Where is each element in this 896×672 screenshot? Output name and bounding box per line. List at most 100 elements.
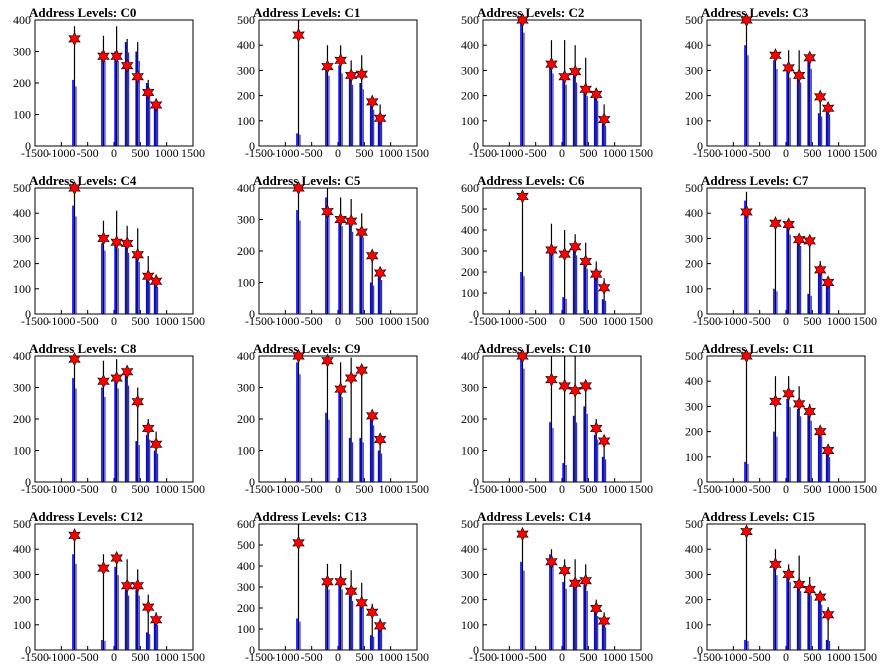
y-tick-label: 300 xyxy=(13,45,31,59)
star-marker-icon xyxy=(516,12,529,28)
y-tick-label: 0 xyxy=(249,475,255,489)
x-tick-label: 0 xyxy=(783,314,789,328)
y-tick-label: 300 xyxy=(461,244,479,258)
x-tick-label: -500 xyxy=(301,650,323,664)
chart-title: Address Levels: C9 xyxy=(253,341,361,356)
x-tick-label: 500 xyxy=(131,650,149,664)
y-tick-label: 400 xyxy=(685,542,703,556)
star-marker-icon xyxy=(813,262,827,278)
x-tick-label: 1000 xyxy=(827,650,851,664)
star-marker-icon xyxy=(120,578,134,593)
star-marker-icon xyxy=(769,557,782,572)
x-tick-label: 1000 xyxy=(603,650,627,664)
x-tick-label: 0 xyxy=(335,146,341,160)
y-tick-label: 0 xyxy=(697,139,703,153)
star-marker-icon xyxy=(141,421,155,436)
y-tick-label: 200 xyxy=(237,412,255,426)
x-tick-label: -1500 xyxy=(693,650,721,664)
y-tick-label: 100 xyxy=(685,450,703,464)
x-tick-label: -1000 xyxy=(271,482,299,496)
y-tick-label: 400 xyxy=(13,13,31,27)
star-marker-icon xyxy=(545,242,558,258)
plot-frame xyxy=(34,523,194,651)
star-marker-icon xyxy=(321,59,334,74)
x-tick-label: 1500 xyxy=(405,482,429,496)
star-marker-icon xyxy=(568,64,582,79)
y-tick-label: 400 xyxy=(13,206,31,220)
star-marker-icon xyxy=(110,234,123,250)
x-tick-label: -500 xyxy=(77,482,99,496)
x-tick-label: -500 xyxy=(749,314,771,328)
x-tick-label: -500 xyxy=(525,146,547,160)
star-marker-icon xyxy=(792,396,806,412)
y-tick-label: 100 xyxy=(461,286,479,300)
x-tick-label: -1500 xyxy=(693,314,721,328)
x-tick-label: 0 xyxy=(111,146,117,160)
y-tick-label: 200 xyxy=(237,244,255,258)
y-tick-label: 100 xyxy=(461,618,479,632)
y-tick-label: 400 xyxy=(685,38,703,52)
plot-frame xyxy=(706,355,866,483)
y-tick-label: 300 xyxy=(237,213,255,227)
chart-title: Address Levels: C7 xyxy=(701,173,809,188)
star-marker-icon xyxy=(568,576,582,591)
star-marker-icon xyxy=(740,348,753,364)
y-tick-label: 0 xyxy=(25,139,31,153)
x-tick-label: 0 xyxy=(111,482,117,496)
y-tick-label: 300 xyxy=(685,399,703,413)
x-tick-label: -1500 xyxy=(21,650,49,664)
x-tick-label: 0 xyxy=(111,650,117,664)
star-marker-icon xyxy=(579,573,592,588)
star-marker-icon xyxy=(334,53,347,68)
chart-title: Address Levels: C12 xyxy=(29,509,143,524)
y-tick-label: 200 xyxy=(685,425,703,439)
star-marker-icon xyxy=(344,370,358,386)
x-tick-label: 1000 xyxy=(379,650,403,664)
y-tick-label: 400 xyxy=(13,542,31,556)
star-marker-icon xyxy=(821,443,835,458)
y-tick-label: 500 xyxy=(685,181,703,195)
star-marker-icon xyxy=(769,48,782,63)
star-marker-icon xyxy=(373,432,387,447)
x-tick-label: 1000 xyxy=(603,482,627,496)
star-marker-icon xyxy=(355,224,368,240)
y-tick-label: 500 xyxy=(685,13,703,27)
star-marker-icon xyxy=(740,204,753,220)
x-tick-label: -500 xyxy=(749,482,771,496)
star-marker-icon xyxy=(344,68,358,83)
y-tick-label: 200 xyxy=(461,265,479,279)
y-tick-label: 300 xyxy=(13,567,31,581)
x-tick-label: -500 xyxy=(301,146,323,160)
x-tick-label: 1000 xyxy=(379,314,403,328)
x-tick-label: 500 xyxy=(131,146,149,160)
star-marker-icon xyxy=(792,232,806,247)
star-marker-icon xyxy=(558,246,571,262)
star-marker-icon xyxy=(97,374,110,389)
y-tick-label: 400 xyxy=(237,559,255,573)
star-marker-icon xyxy=(516,348,529,364)
star-marker-icon xyxy=(803,233,816,249)
x-tick-label: 1500 xyxy=(629,482,653,496)
x-tick-label: -1500 xyxy=(469,314,497,328)
star-marker-icon xyxy=(568,239,582,254)
y-tick-label: 600 xyxy=(461,181,479,195)
y-tick-label: 300 xyxy=(685,231,703,245)
y-tick-label: 400 xyxy=(461,542,479,556)
x-tick-label: -1000 xyxy=(271,650,299,664)
x-tick-label: 1500 xyxy=(181,650,205,664)
y-tick-label: 100 xyxy=(237,444,255,458)
y-tick-label: 0 xyxy=(473,307,479,321)
star-marker-icon xyxy=(344,213,358,229)
y-tick-label: 600 xyxy=(237,517,255,531)
star-marker-icon xyxy=(149,97,163,113)
y-tick-label: 400 xyxy=(237,349,255,363)
star-marker-icon xyxy=(589,266,603,282)
x-tick-label: 500 xyxy=(355,482,373,496)
x-tick-label: 500 xyxy=(131,314,149,328)
x-tick-label: -1000 xyxy=(47,314,75,328)
chart-panel: Address Levels: C40100200300400500-1500-… xyxy=(13,173,205,328)
y-tick-label: 0 xyxy=(249,307,255,321)
star-marker-icon xyxy=(355,66,368,82)
y-tick-label: 0 xyxy=(249,643,255,657)
y-tick-label: 200 xyxy=(237,601,255,615)
